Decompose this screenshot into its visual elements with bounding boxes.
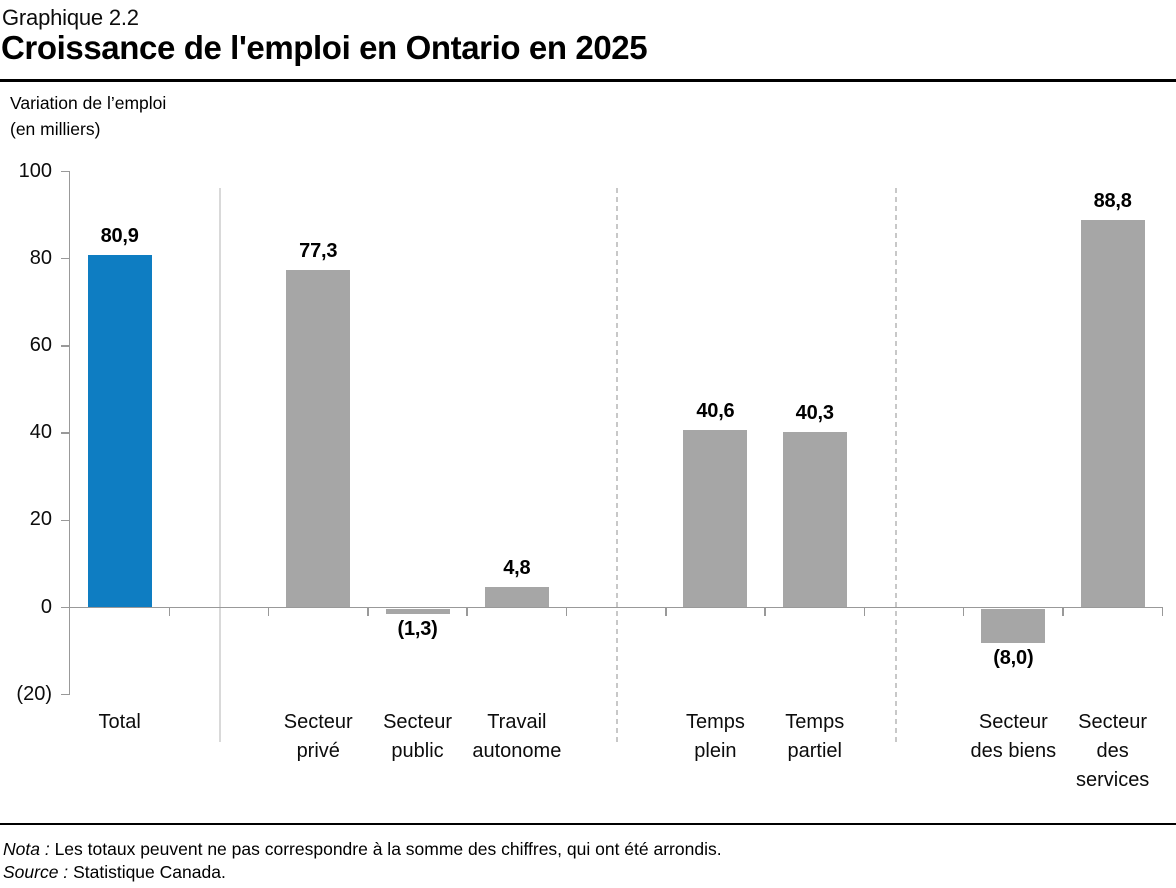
chart-number: Graphique 2.2 xyxy=(2,5,139,30)
bar xyxy=(981,608,1046,644)
nota-note: Nota : Les totaux peuvent ne pas corresp… xyxy=(3,839,722,860)
y-axis-title: Variation de l’emploi (en milliers) xyxy=(10,90,166,142)
y-tick xyxy=(61,519,70,522)
category-label-line: plein xyxy=(694,740,737,762)
bar xyxy=(1080,220,1145,608)
y-tick-label: 40 xyxy=(29,421,52,444)
y-axis-title-line2: (en milliers) xyxy=(10,119,101,139)
bar-value-label: 40,3 xyxy=(795,401,834,424)
y-tick-label: 20 xyxy=(29,508,52,531)
footer-divider xyxy=(0,823,1176,825)
category-label: Travail autonome xyxy=(472,708,561,766)
nota-text: Les totaux peuvent ne pas correspondre à… xyxy=(54,839,722,859)
y-tick-label: 100 xyxy=(18,159,52,182)
x-axis-tick xyxy=(1161,608,1164,617)
category-label: Secteur des biens xyxy=(971,708,1057,766)
source-label: Source : xyxy=(3,862,69,882)
category-label-line: Secteur xyxy=(383,711,453,733)
category-label: Temps plein xyxy=(686,708,745,766)
category-label-line: public xyxy=(391,740,444,762)
bar xyxy=(385,608,450,615)
category-label: Secteur public xyxy=(383,708,452,766)
x-axis-tick xyxy=(168,608,171,617)
bar xyxy=(484,586,549,608)
bar-value-label: (1,3) xyxy=(397,618,438,641)
x-axis-tick xyxy=(764,608,766,617)
separator-line xyxy=(895,188,897,742)
source-note: Source : Statistique Canada. xyxy=(3,862,226,883)
header-divider xyxy=(0,79,1176,82)
category-label-line: Secteur xyxy=(283,711,353,733)
bar xyxy=(87,254,152,608)
category-label: Total xyxy=(99,708,141,737)
bar xyxy=(782,431,847,608)
y-axis-title-line1: Variation de l’emploi xyxy=(10,93,167,113)
bar-value-label: 4,8 xyxy=(503,556,531,579)
y-tick xyxy=(61,257,70,260)
page-title: Croissance de l'emploi en Ontario en 202… xyxy=(1,29,648,66)
category-label-line: des biens xyxy=(970,740,1057,762)
category-label-line: partiel xyxy=(787,740,842,762)
category-label-line: Secteur xyxy=(978,711,1048,733)
x-axis-tick xyxy=(267,608,270,617)
category-label-line: autonome xyxy=(472,740,562,762)
category-label-line: des xyxy=(1096,740,1129,762)
nota-label: Nota : xyxy=(3,839,50,859)
category-label-line: services xyxy=(1075,769,1150,791)
y-tick-label: (20) xyxy=(16,682,52,705)
bar-value-label: 88,8 xyxy=(1093,190,1132,213)
category-label-line: Travail xyxy=(487,711,547,733)
x-axis-tick xyxy=(1062,608,1064,617)
y-tick xyxy=(61,345,70,347)
x-axis-tick xyxy=(863,608,866,617)
x-axis-tick xyxy=(565,608,568,617)
x-axis-tick xyxy=(367,608,369,617)
category-label-line: Temps xyxy=(785,711,845,733)
category-label: Secteur des services xyxy=(1076,708,1149,795)
category-label-line: Temps xyxy=(685,711,745,733)
x-axis-tick xyxy=(962,608,965,617)
category-label: Secteur privé xyxy=(284,708,353,766)
y-tick xyxy=(61,432,70,434)
x-axis-line xyxy=(61,606,1164,609)
category-label: Temps partiel xyxy=(785,708,844,766)
y-tick-label: 60 xyxy=(29,333,52,356)
bar-value-label: 40,6 xyxy=(696,400,735,423)
y-tick xyxy=(61,170,70,173)
source-text: Statistique Canada. xyxy=(73,862,226,882)
bar-value-label: 77,3 xyxy=(299,240,338,263)
bar xyxy=(286,270,351,608)
bar xyxy=(683,430,748,608)
bar-value-label: 80,9 xyxy=(100,224,139,247)
x-axis-tick xyxy=(466,608,468,617)
y-tick xyxy=(61,693,70,696)
category-label-line: privé xyxy=(296,740,340,762)
category-label-line: Secteur xyxy=(1078,711,1148,733)
separator-line xyxy=(616,188,618,742)
y-tick-label: 80 xyxy=(29,246,52,269)
category-label-line: Total xyxy=(98,711,141,733)
y-tick-label: 0 xyxy=(40,595,52,618)
x-axis-tick xyxy=(665,608,667,617)
separator-line xyxy=(218,188,221,742)
bar-value-label: (8,0) xyxy=(993,647,1034,670)
